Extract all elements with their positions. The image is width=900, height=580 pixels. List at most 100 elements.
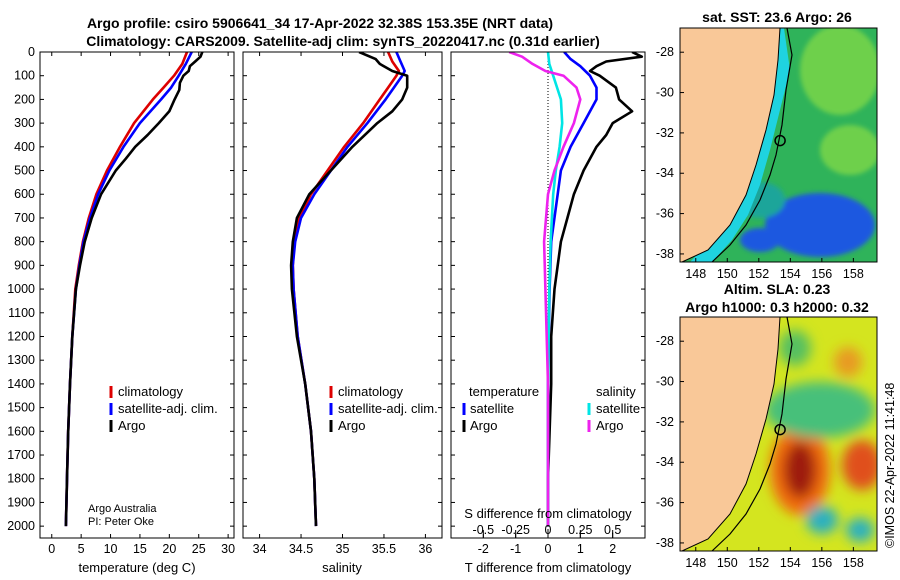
- lat-tick-label: -28: [656, 334, 674, 348]
- lon-tick-label: 154: [780, 267, 801, 281]
- y-tick-label: 400: [14, 140, 35, 154]
- y-tick-label: 1800: [7, 472, 35, 486]
- negative-sla-patch: [779, 330, 811, 366]
- y-tick-label: 1500: [7, 401, 35, 415]
- lon-tick-label: 156: [811, 267, 832, 281]
- legend-label-satellite-adj: satellite-adj. clim.: [118, 401, 218, 416]
- coastal-band: [690, 28, 790, 262]
- y-tick-label: 200: [14, 92, 35, 106]
- cool-sst-patch: [740, 228, 780, 252]
- x-tick-label: 20: [162, 542, 176, 556]
- series-line-temperature-argo: [546, 52, 644, 527]
- salinity-xlabel: salinity: [322, 560, 362, 575]
- argo-position-marker: [774, 423, 786, 436]
- salinity-panel: 34 34.5 35 35.5 36 salinity climatology sate…: [242, 51, 443, 575]
- sst-map-frame: [679, 27, 878, 263]
- s-difference-axis-label: S difference from climatology: [464, 506, 632, 521]
- y-tick-label: 1900: [7, 495, 35, 509]
- x-tick-label: 35: [336, 542, 350, 556]
- figure-title-line2: Climatology: CARS2009. Satellite-adj cli…: [86, 33, 600, 49]
- y-tick-label: 2000: [7, 519, 35, 533]
- warm-sst-patch: [800, 28, 877, 115]
- coastline: [681, 317, 781, 551]
- positive-sla-eddy: [834, 347, 862, 377]
- y-tick-label: 300: [14, 116, 35, 130]
- lat-tick-label: -30: [656, 375, 674, 389]
- timestamp-label: ©IMOS 22-Apr-2022 11:41:48: [883, 383, 897, 548]
- y-tick-label: 1600: [7, 424, 35, 438]
- s-tick-label: 0.5: [604, 523, 621, 537]
- lat-tick-label: -38: [656, 247, 674, 261]
- argo-position-marker: [774, 134, 786, 147]
- sla-map-frame: [679, 316, 878, 552]
- lon-tick-label: 148: [685, 267, 706, 281]
- y-tick-label: 800: [14, 235, 35, 249]
- x-tick-label: 2: [609, 542, 616, 556]
- series-line-satellite-adj-clim-: [291, 52, 407, 527]
- positive-sla-eddy-core: [784, 442, 816, 498]
- sla-map-title-line1: Altim. SLA: 0.23: [724, 281, 831, 297]
- salinity-legend: climatology satellite-adj. clim. Argo: [329, 384, 438, 433]
- y-tick-label: 1700: [7, 448, 35, 462]
- credit-line-2: PI: Peter Oke: [88, 516, 154, 528]
- negative-sla-patch: [806, 506, 838, 534]
- lon-tick-label: 152: [748, 556, 769, 570]
- lat-tick-label: -32: [656, 126, 674, 140]
- x-tick-label: 15: [133, 542, 147, 556]
- x-tick-label: 1: [577, 542, 584, 556]
- y-tick-label: 1300: [7, 353, 35, 367]
- x-tick-label: -1: [510, 542, 521, 556]
- cool-sst-patch: [765, 193, 875, 257]
- isobath-contour: [711, 317, 793, 551]
- x-tick-label: 0: [48, 542, 55, 556]
- negative-sla-patch: [765, 382, 875, 438]
- lat-tick-label: -30: [656, 86, 674, 100]
- lat-tick-label: -34: [656, 166, 674, 180]
- figure-title-line1: Argo profile: csiro 5906641_34 17-Apr-20…: [87, 15, 553, 31]
- legend-label-t-argo: Argo: [470, 418, 497, 433]
- coastline: [681, 28, 781, 262]
- s-tick-label: -0.5: [473, 523, 495, 537]
- legend-label-argo: Argo: [338, 418, 365, 433]
- lon-tick-label: 148: [685, 556, 706, 570]
- legend-title-salinity: salinity: [596, 384, 636, 399]
- legend-label-climatology: climatology: [118, 384, 184, 399]
- lat-tick-label: -38: [656, 536, 674, 550]
- lon-tick-label: 150: [717, 267, 738, 281]
- warm-sst-patch: [820, 125, 877, 175]
- x-tick-label: 34: [253, 542, 267, 556]
- positive-sla-eddy: [842, 440, 877, 490]
- y-tick-label: 900: [14, 258, 35, 272]
- series-line-salinity-argo: [508, 52, 582, 527]
- x-tick-label: 35.5: [372, 542, 396, 556]
- temperature-xlabel: temperature (deg C): [78, 560, 195, 575]
- lat-tick-label: -34: [656, 455, 674, 469]
- legend-label-argo: Argo: [118, 418, 145, 433]
- y-tick-label: 0: [28, 45, 35, 59]
- sst-map: sat. SST: 23.6 Argo: 26 148 150 152 154 156 1…: [656, 9, 878, 281]
- difference-panel: -2 -1 0 1 2 S difference from climatology -0…: [450, 51, 646, 575]
- lat-tick-label: -36: [656, 207, 674, 221]
- legend-label-s-satellite: satellite: [596, 401, 640, 416]
- lat-tick-label: -32: [656, 415, 674, 429]
- temperature-legend: climatology satellite-adj. clim. Argo: [109, 384, 218, 433]
- salinity-axes-frame: [242, 51, 443, 539]
- y-tick-label: 500: [14, 164, 35, 178]
- lon-tick-label: 158: [843, 267, 864, 281]
- temperature-axes-frame: [39, 51, 235, 539]
- y-tick-label: 1100: [8, 306, 35, 320]
- series-line-climatology: [64, 52, 189, 527]
- x-tick-label: 36: [418, 542, 432, 556]
- x-tick-label: 34.5: [289, 542, 313, 556]
- y-tick-label: 1200: [7, 329, 35, 343]
- sst-map-title: sat. SST: 23.6 Argo: 26: [702, 9, 852, 25]
- lon-tick-label: 156: [811, 556, 832, 570]
- x-tick-label: 30: [221, 542, 235, 556]
- legend-label-climatology: climatology: [338, 384, 404, 399]
- legend-label-satellite-adj: satellite-adj. clim.: [338, 401, 438, 416]
- series-line-argo: [289, 52, 409, 527]
- lon-tick-label: 154: [780, 556, 801, 570]
- lon-tick-label: 150: [717, 556, 738, 570]
- temperature-panel: 0100200300400500600700800900100011001200…: [7, 45, 235, 575]
